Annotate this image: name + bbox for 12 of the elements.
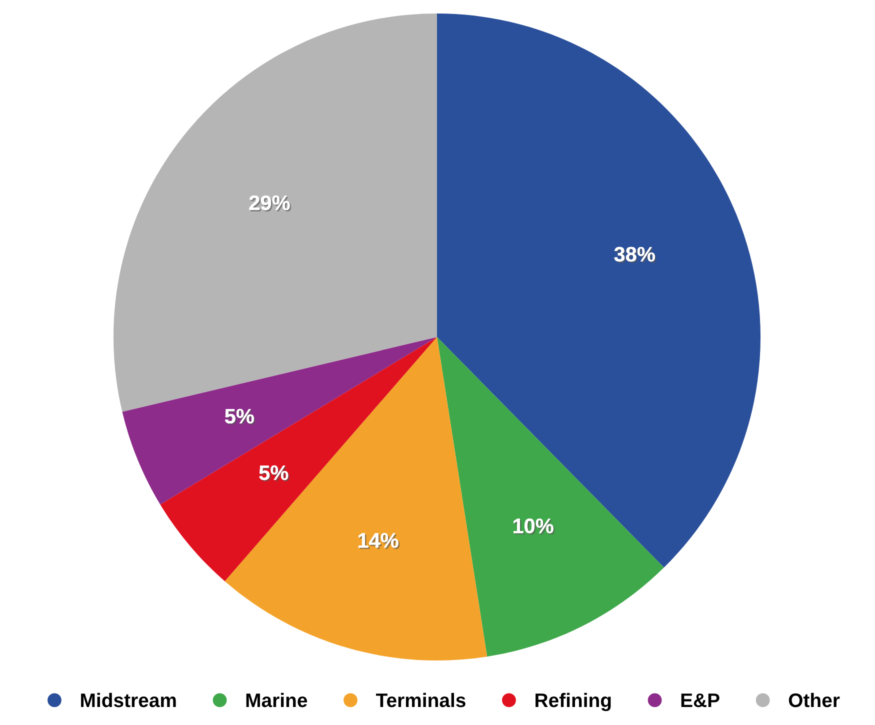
legend-label: Marine <box>246 692 308 708</box>
legend-label: Terminals <box>376 692 466 708</box>
data-label: 5% <box>224 408 256 425</box>
legend-label: E&P <box>681 694 720 708</box>
data-label: 5% <box>259 465 290 482</box>
data-label: 14% <box>358 533 400 550</box>
legend-label: Midstream <box>81 692 176 708</box>
data-label: 38% <box>614 246 656 264</box>
legend-label: Other <box>788 692 840 708</box>
data-label: 29% <box>249 195 292 212</box>
data-label: 10% <box>514 518 555 535</box>
legend-label: Refining <box>536 692 611 712</box>
